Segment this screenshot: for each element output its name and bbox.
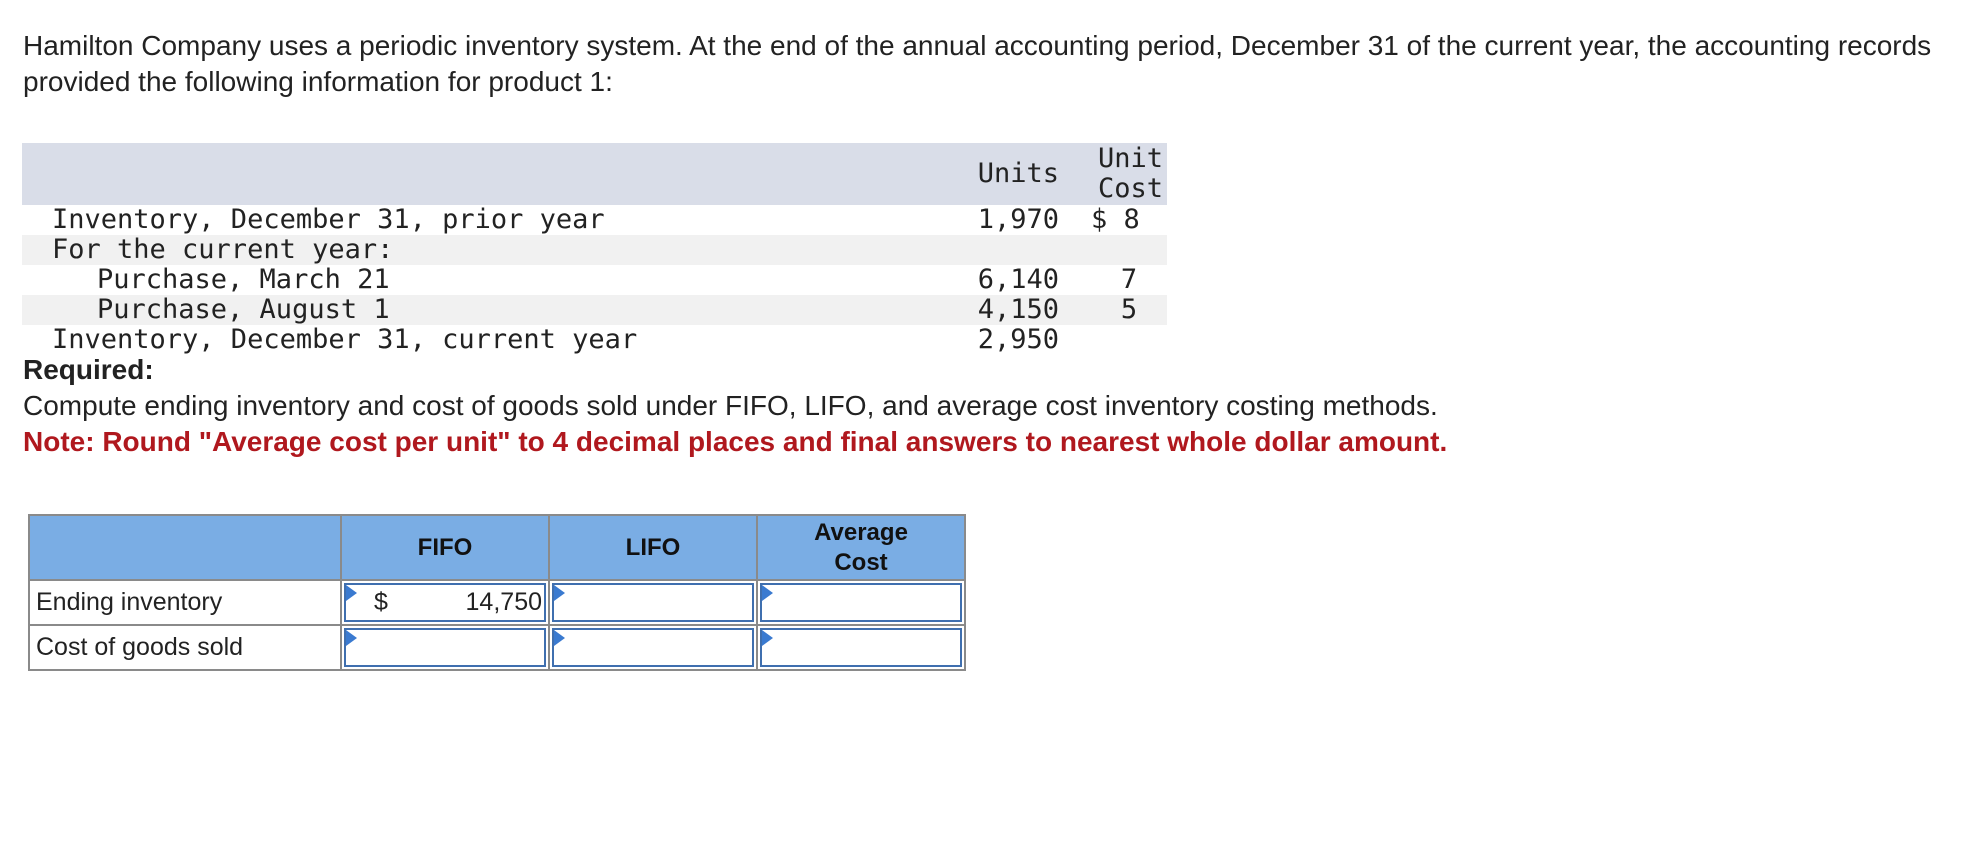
data-row: Inventory, December 31, current year 2,9… xyxy=(22,325,1167,355)
average-ending-inventory-input[interactable] xyxy=(760,583,962,622)
data-row: For the current year: xyxy=(22,235,1167,265)
required-heading: Required: xyxy=(23,354,154,385)
row-units xyxy=(939,235,1059,265)
input-marker-icon xyxy=(346,585,357,601)
row-cost xyxy=(1091,235,1167,265)
data-row: Purchase, March 21 6,140 7 xyxy=(22,265,1167,295)
input-marker-icon xyxy=(346,630,357,646)
data-table-header: Units Unit Cost xyxy=(22,143,1167,205)
row-label: Inventory, December 31, current year xyxy=(52,324,638,355)
row-cost: 7 xyxy=(1120,264,1138,295)
ending-inventory-row: Ending inventory $ 14,750 xyxy=(28,579,966,626)
row-units: 6,140 xyxy=(977,264,1059,295)
fifo-cogs-input[interactable] xyxy=(344,628,546,667)
instructions-text: Compute ending inventory and cost of goo… xyxy=(23,390,1438,421)
answer-header-row: FIFO LIFO Average Cost xyxy=(28,514,966,581)
lifo-cogs-input[interactable] xyxy=(552,628,754,667)
fifo-ending-inventory-input[interactable]: $ 14,750 xyxy=(344,583,546,622)
cogs-row: Cost of goods sold xyxy=(28,624,966,671)
data-row: Inventory, December 31, prior year 1,970… xyxy=(22,205,1167,235)
average-cogs-input[interactable] xyxy=(760,628,962,667)
row-cost: 5 xyxy=(1120,294,1138,325)
row-units: 4,150 xyxy=(977,294,1059,325)
row-cost: $ 8 xyxy=(1091,204,1140,235)
inventory-data-table: Units Unit Cost Inventory, December 31, … xyxy=(22,143,1167,355)
input-marker-icon xyxy=(554,585,565,601)
row-units: 2,950 xyxy=(977,324,1059,355)
input-marker-icon xyxy=(554,630,565,646)
average-cost-header: Average Cost xyxy=(756,514,966,581)
row-cost xyxy=(1091,325,1167,355)
input-marker-icon xyxy=(762,630,773,646)
data-row: Purchase, August 1 4,150 5 xyxy=(22,295,1167,325)
blank-header xyxy=(28,514,342,581)
ending-inventory-label: Ending inventory xyxy=(28,579,342,626)
row-label: For the current year: xyxy=(52,234,394,265)
unit-cost-header: Unit Cost xyxy=(1097,143,1163,204)
problem-intro: Hamilton Company uses a periodic invento… xyxy=(23,30,1932,97)
lifo-header: LIFO xyxy=(548,514,758,581)
row-label: Purchase, March 21 xyxy=(97,264,390,295)
answer-table: FIFO LIFO Average Cost Ending inventory … xyxy=(28,514,966,671)
units-header: Units xyxy=(977,158,1059,189)
cogs-label: Cost of goods sold xyxy=(28,624,342,671)
lifo-ending-inventory-input[interactable] xyxy=(552,583,754,622)
currency-symbol: $ xyxy=(374,588,388,616)
rounding-note: Note: Round "Average cost per unit" to 4… xyxy=(23,426,1448,457)
input-marker-icon xyxy=(762,585,773,601)
row-label: Purchase, August 1 xyxy=(97,294,390,325)
input-value: 14,750 xyxy=(465,588,542,616)
row-units: 1,970 xyxy=(977,204,1059,235)
row-label: Inventory, December 31, prior year xyxy=(52,204,605,235)
fifo-header: FIFO xyxy=(340,514,550,581)
